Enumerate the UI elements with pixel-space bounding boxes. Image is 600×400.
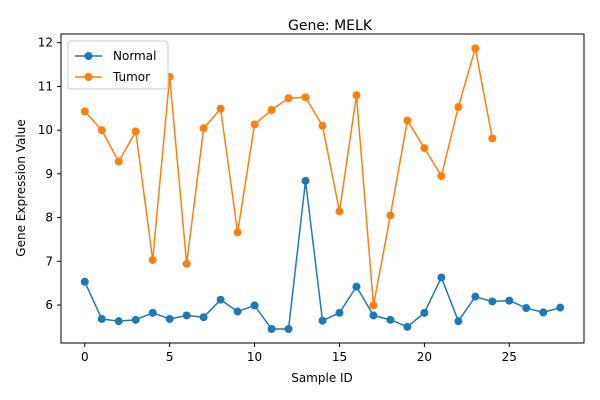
data-point-normal	[539, 308, 548, 317]
data-point-tumor	[352, 91, 361, 100]
legend-marker-normal	[84, 52, 93, 60]
x-tick-label: 5	[166, 350, 174, 364]
data-point-normal	[199, 313, 208, 322]
data-point-normal	[165, 314, 174, 323]
data-point-tumor	[284, 94, 293, 103]
y-axis-label: Gene Expression Value	[14, 119, 28, 256]
data-point-normal	[216, 295, 225, 304]
data-point-tumor	[301, 93, 310, 102]
legend-label-tumor: Tumor	[112, 70, 150, 84]
data-point-tumor	[267, 106, 276, 115]
data-point-normal	[335, 308, 344, 317]
data-point-normal	[556, 303, 565, 312]
data-point-tumor	[114, 157, 123, 166]
data-point-normal	[403, 322, 412, 331]
data-point-tumor	[488, 134, 497, 143]
data-point-normal	[114, 317, 123, 326]
x-tick-label: 0	[81, 350, 89, 364]
y-axis: 6 7 8 9 10 11 12	[38, 36, 61, 312]
data-point-tumor	[471, 44, 480, 53]
x-tick-label: 10	[247, 350, 262, 364]
data-point-tumor	[454, 102, 463, 111]
data-point-normal	[369, 311, 378, 320]
plot-frame	[60, 33, 585, 344]
legend-label-normal: Normal	[113, 49, 156, 63]
data-point-normal	[454, 317, 463, 326]
data-point-normal	[522, 304, 531, 313]
data-point-tumor	[437, 172, 446, 181]
data-point-tumor	[182, 259, 191, 268]
legend: Normal Tumor	[67, 40, 169, 90]
data-point-normal	[80, 277, 89, 286]
data-point-tumor	[233, 228, 242, 237]
data-point-normal	[131, 315, 140, 324]
data-point-normal	[182, 311, 191, 320]
y-tick-label: 10	[38, 123, 53, 137]
data-point-normal	[318, 316, 327, 325]
x-axis-label: Sample ID	[291, 371, 353, 385]
y-tick-label: 7	[45, 254, 53, 268]
data-point-tumor	[148, 255, 157, 264]
data-point-tumor	[386, 211, 395, 220]
data-point-normal	[284, 325, 293, 334]
data-point-tumor	[403, 116, 412, 125]
data-point-normal	[301, 176, 310, 185]
x-axis: 0 5 10 15 20 25	[81, 343, 517, 364]
legend-marker-tumor	[84, 73, 93, 81]
data-point-tumor	[318, 121, 327, 130]
data-point-normal	[437, 273, 446, 282]
data-point-normal	[420, 308, 429, 317]
data-point-normal	[352, 282, 361, 291]
data-point-tumor	[216, 104, 225, 113]
y-tick-label: 11	[38, 79, 53, 93]
y-tick-label: 9	[45, 167, 53, 181]
plot-area	[80, 44, 565, 334]
data-point-normal	[471, 292, 480, 301]
chart-title: Gene: MELK	[288, 18, 373, 34]
data-point-tumor	[131, 127, 140, 136]
y-tick-label: 12	[38, 36, 53, 50]
data-point-tumor	[97, 126, 106, 135]
data-point-tumor	[335, 207, 344, 216]
data-point-tumor	[369, 301, 378, 310]
data-point-tumor	[420, 144, 429, 153]
x-tick-label: 20	[417, 350, 432, 364]
data-point-normal	[250, 301, 259, 310]
x-tick-label: 25	[502, 350, 517, 364]
data-point-normal	[488, 297, 497, 306]
data-point-normal	[386, 315, 395, 324]
data-point-normal	[267, 325, 276, 334]
data-point-tumor	[250, 120, 259, 129]
y-tick-label: 8	[45, 211, 53, 225]
x-tick-label: 15	[332, 350, 347, 364]
y-tick-label: 6	[45, 298, 53, 312]
data-point-normal	[505, 296, 514, 305]
data-point-tumor	[199, 124, 208, 133]
data-point-normal	[148, 308, 157, 317]
data-point-normal	[233, 307, 242, 316]
data-point-normal	[97, 314, 106, 323]
data-point-tumor	[80, 107, 89, 116]
